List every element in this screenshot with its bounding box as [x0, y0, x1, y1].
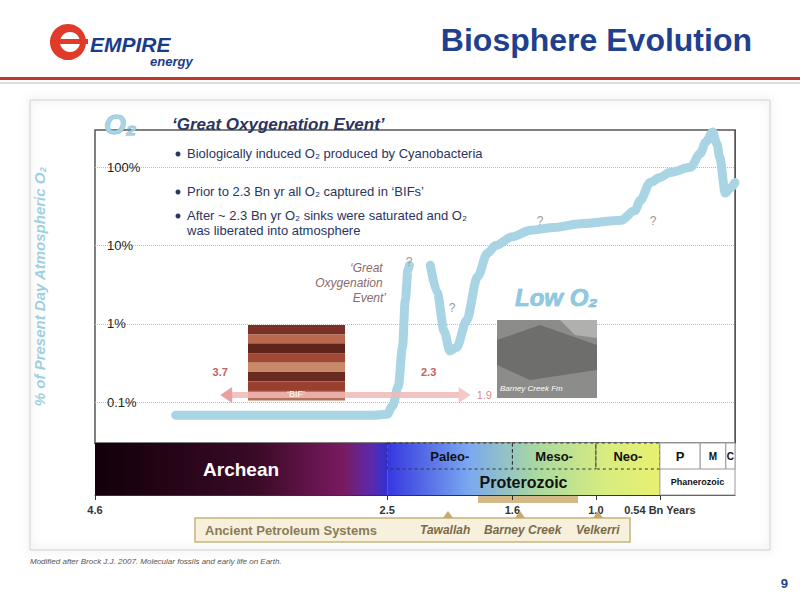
svg-text:1%: 1%: [107, 316, 126, 331]
svg-text:energy: energy: [150, 54, 193, 69]
svg-text:After ~ 2.3 Bn yr O₂ sinks wer: After ~ 2.3 Bn yr O₂ sinks were saturate…: [187, 208, 471, 223]
svg-text:C: C: [727, 451, 734, 462]
svg-text:Prior to 2.3 Bn yr all O₂ capt: Prior to 2.3 Bn yr all O₂ captured in ‘B…: [187, 184, 424, 199]
svg-text:Barney Creek Fm: Barney Creek Fm: [500, 384, 563, 393]
svg-text:Proterozoic: Proterozoic: [480, 474, 568, 491]
svg-text:Biosphere Evolution: Biosphere Evolution: [441, 22, 752, 58]
svg-text:?: ?: [537, 214, 544, 228]
svg-text:‘Great: ‘Great: [350, 261, 386, 275]
svg-text:P: P: [676, 449, 685, 464]
svg-text:M: M: [709, 451, 717, 462]
svg-text:9: 9: [781, 576, 788, 591]
svg-text:EMPIRE: EMPIRE: [90, 33, 172, 56]
svg-text:2.5: 2.5: [380, 504, 395, 516]
svg-text:?: ?: [449, 301, 456, 315]
svg-text:2.3: 2.3: [421, 366, 436, 378]
svg-text:Paleo-: Paleo-: [430, 449, 469, 464]
svg-text:Low O₂: Low O₂: [515, 284, 597, 311]
svg-text:4.6: 4.6: [87, 504, 102, 516]
svg-text:Barney Creek: Barney Creek: [484, 523, 563, 537]
svg-text:was liberated into atmosphere: was liberated into atmosphere: [186, 223, 360, 238]
svg-text:Neo-: Neo-: [613, 449, 642, 464]
svg-text:100%: 100%: [107, 160, 141, 175]
svg-text:Archean: Archean: [203, 459, 279, 480]
svg-text:‘Great Oxygenation Event’: ‘Great Oxygenation Event’: [172, 115, 385, 134]
svg-text:Biologically induced O₂ produc: Biologically induced O₂ produced by Cyan…: [187, 146, 483, 161]
svg-text:Velkerri: Velkerri: [576, 523, 620, 537]
svg-text:?: ?: [650, 214, 657, 228]
svg-text:Event’: Event’: [353, 291, 387, 305]
svg-text:0.1%: 0.1%: [107, 395, 137, 410]
svg-text:Phanerozoic: Phanerozoic: [671, 477, 725, 487]
svg-text:‘BIF’: ‘BIF’: [287, 389, 305, 399]
svg-text:0.54 Bn Years: 0.54 Bn Years: [624, 504, 695, 516]
svg-text:Ancient Petroleum Systems: Ancient Petroleum Systems: [205, 523, 377, 538]
svg-text:1.0: 1.0: [588, 504, 603, 516]
svg-text:Oxygenation: Oxygenation: [315, 276, 386, 290]
svg-text:% of Present Day Atmospheric O: % of Present Day Atmospheric O₂: [31, 167, 48, 407]
svg-text:Meso-: Meso-: [535, 449, 573, 464]
svg-text:10%: 10%: [107, 238, 133, 253]
svg-text:1.6: 1.6: [505, 504, 520, 516]
svg-text:3.7: 3.7: [213, 366, 228, 378]
svg-text:Tawallah: Tawallah: [420, 523, 470, 537]
svg-text:1.9: 1.9: [477, 389, 492, 401]
svg-text:Modified after Brock J.J. 2007: Modified after Brock J.J. 2007. Molecula…: [30, 557, 282, 566]
svg-text:O₂: O₂: [104, 109, 136, 140]
svg-text:?: ?: [406, 255, 413, 269]
